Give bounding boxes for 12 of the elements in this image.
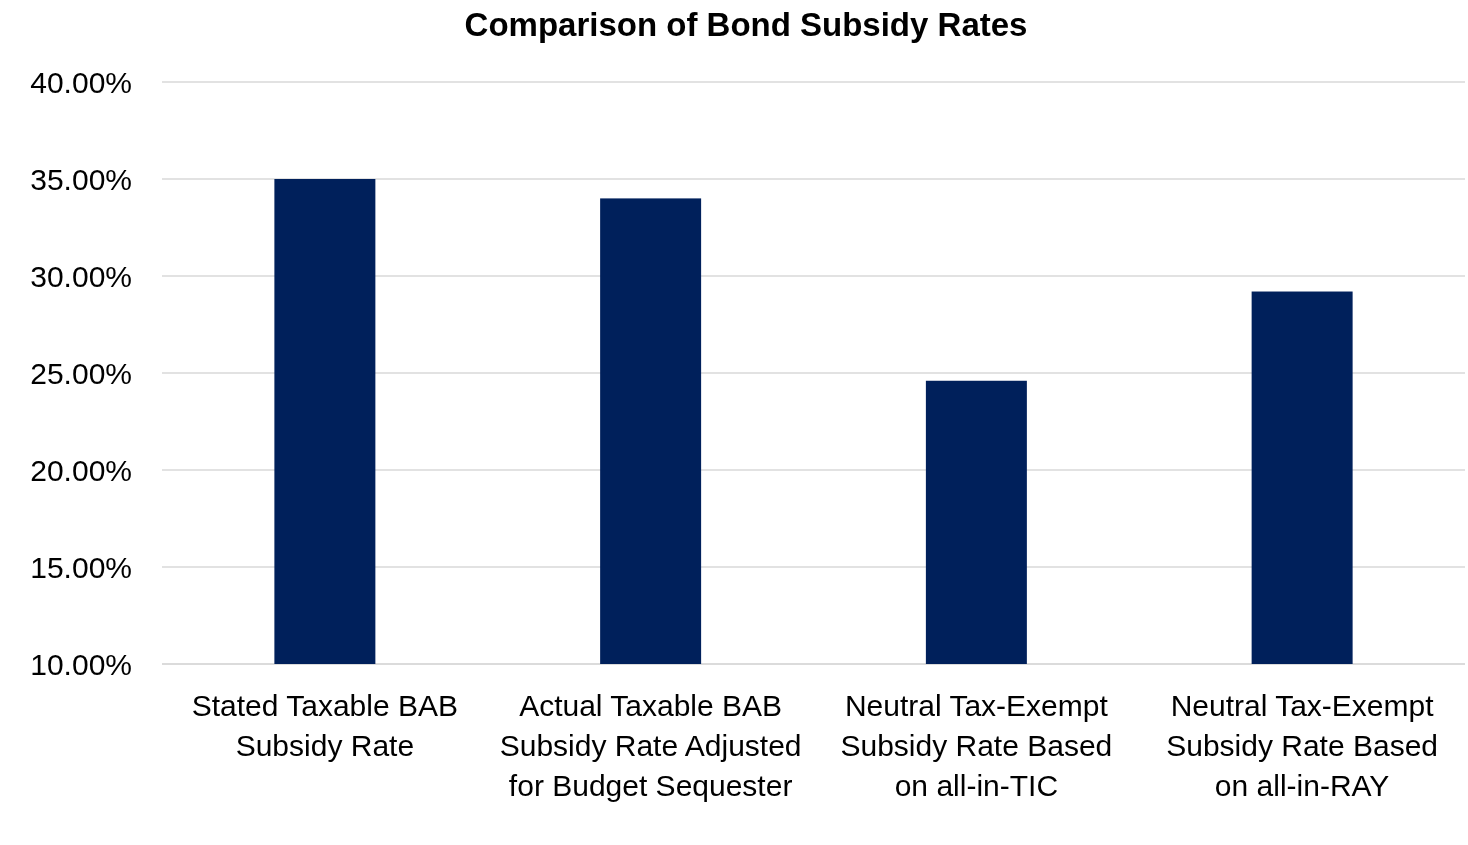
x-tick-label: Neutral Tax-Exempt Subsidy Rate Based on all-in-TIC	[840, 689, 1113, 802]
y-tick-label: 25.00%	[30, 356, 132, 390]
chart-title: Comparison of Bond Subsidy Rates	[464, 6, 1028, 43]
x-tick-label: Neutral Tax-Exempt Subsidy Rate Based on all-in-RAY	[1166, 689, 1439, 802]
y-tick-label: 15.00%	[30, 550, 132, 584]
x-tick-label: Actual Taxable BAB Subsidy Rate Adjusted for Budget Sequester	[499, 689, 802, 802]
y-tick-label: 40.00%	[30, 65, 132, 99]
y-tick-label: 30.00%	[30, 259, 132, 293]
y-tick-label: 10.00%	[30, 647, 132, 681]
x-tick-label: Stated Taxable BAB Subsidy Rate	[191, 689, 459, 762]
y-tick-label: 35.00%	[30, 162, 132, 196]
y-tick-label: 20.00%	[30, 453, 132, 487]
